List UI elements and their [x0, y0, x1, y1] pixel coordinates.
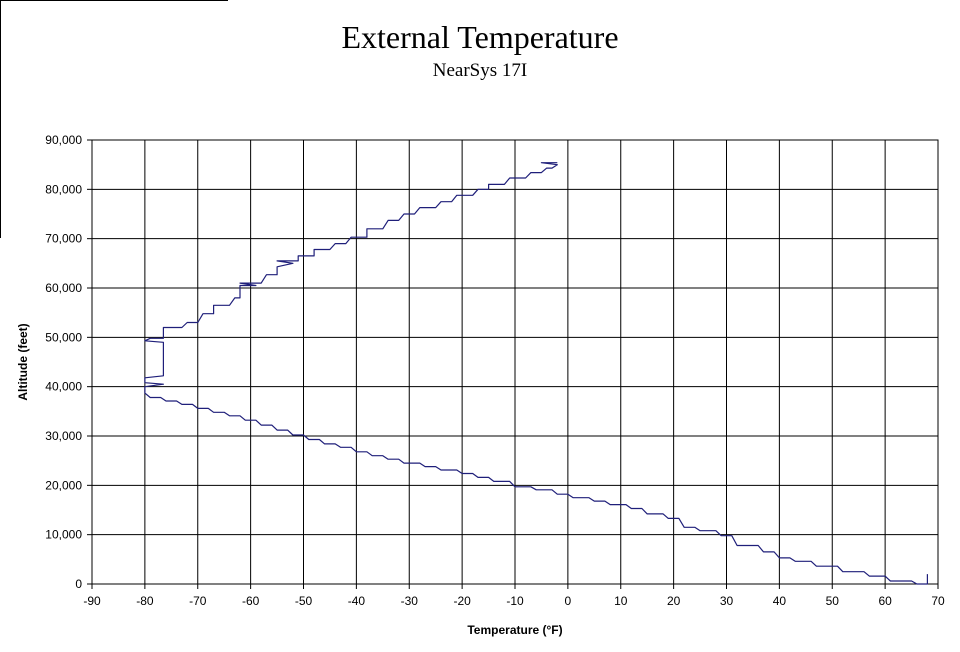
x-tick-label: 10: [614, 594, 628, 608]
y-tick-label: 80,000: [45, 182, 82, 196]
x-tick-label: -70: [189, 594, 207, 608]
x-tick-label: 30: [720, 594, 734, 608]
x-tick-label: 0: [565, 594, 572, 608]
x-axis-label: Temperature (°F): [467, 623, 562, 637]
x-tick-label: -30: [401, 594, 419, 608]
x-tick-label: -90: [83, 594, 101, 608]
vertical-gridlines: [91, 140, 939, 589]
x-tick-label: 70: [931, 594, 945, 608]
y-tick-label: 90,000: [45, 133, 82, 147]
x-tick-label: -10: [506, 594, 524, 608]
x-axis-tick-labels: -90 -80 -70 -60 -50 -40 -30 -20 -10 0 10 20 30 40 50 60…: [83, 594, 945, 608]
y-tick-label: 10,000: [45, 528, 82, 542]
plot-area-frame: [91, 139, 939, 585]
x-tick-label: 60: [878, 594, 892, 608]
y-tick-label: 20,000: [45, 478, 82, 492]
x-tick-label: -50: [295, 594, 313, 608]
y-axis-label: Altitude (feet): [16, 323, 30, 400]
x-tick-label: -80: [136, 594, 154, 608]
x-tick-label: -20: [453, 594, 471, 608]
y-tick-label: 0: [75, 577, 82, 591]
chart-title: External Temperature: [341, 19, 619, 55]
window-edge-top: [0, 0, 228, 1]
x-tick-label: -40: [348, 594, 366, 608]
y-axis-tick-labels: 0 10,000 20,000 30,000 40,000 50,000 60,000 70,…: [45, 133, 82, 591]
y-tick-label: 30,000: [45, 429, 82, 443]
y-tick-label: 50,000: [45, 330, 82, 344]
chart-subtitle: NearSys 17I: [432, 60, 528, 81]
series-layer: [144, 162, 929, 585]
y-tick-label: 60,000: [45, 281, 82, 295]
window-edge-left: [0, 0, 1, 238]
y-tick-label: 70,000: [45, 232, 82, 246]
x-tick-label: 20: [667, 594, 681, 608]
y-tick-label: 40,000: [45, 380, 82, 394]
horizontal-gridlines: [87, 139, 938, 585]
x-tick-label: -60: [242, 594, 260, 608]
x-tick-label: 50: [826, 594, 840, 608]
temperature-series-line: [144, 162, 929, 585]
x-tick-label: 40: [773, 594, 787, 608]
